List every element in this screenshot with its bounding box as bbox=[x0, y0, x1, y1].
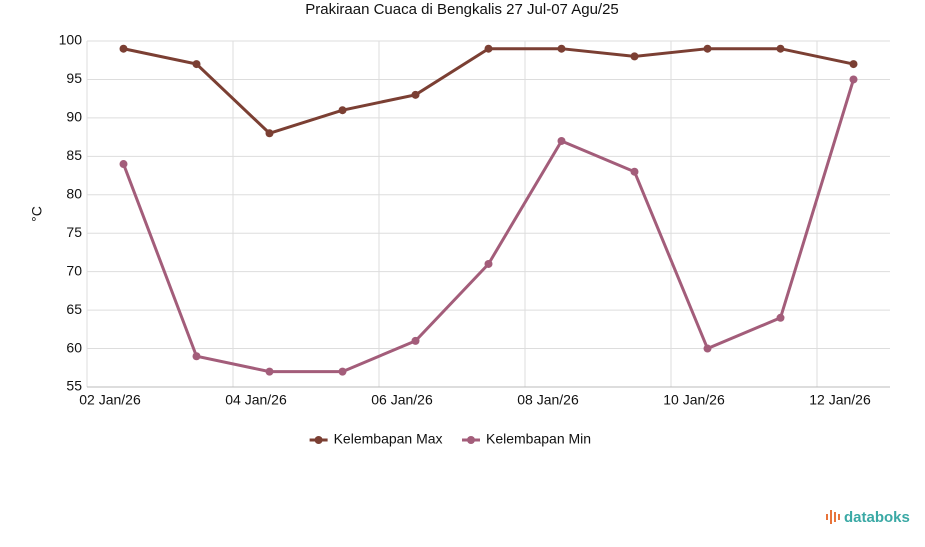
chart-title: Prakiraan Cuaca di Bengkalis 27 Jul-07 A… bbox=[305, 1, 619, 18]
x-tick-label: 08 Jan/26 bbox=[517, 392, 579, 408]
y-axis-label: °C bbox=[29, 206, 45, 222]
data-point bbox=[703, 344, 712, 353]
data-point bbox=[630, 167, 639, 176]
x-tick-label: 02 Jan/26 bbox=[79, 392, 141, 408]
y-tick-label: 55 bbox=[66, 378, 82, 394]
data-point bbox=[776, 44, 785, 53]
data-point bbox=[119, 160, 128, 169]
data-point bbox=[776, 313, 785, 322]
y-tick-label: 100 bbox=[59, 32, 83, 48]
data-point bbox=[703, 44, 712, 53]
legend-label: Kelembapan Max bbox=[334, 431, 443, 447]
data-point bbox=[411, 336, 420, 345]
x-tick-label: 10 Jan/26 bbox=[663, 392, 725, 408]
data-point bbox=[411, 90, 420, 99]
y-tick-label: 95 bbox=[66, 70, 82, 86]
data-point bbox=[849, 60, 858, 69]
brand-logo bbox=[826, 510, 840, 524]
data-point bbox=[338, 367, 347, 376]
legend-marker bbox=[314, 436, 323, 444]
y-tick-label: 90 bbox=[66, 109, 82, 125]
legend-label: Kelembapan Min bbox=[486, 431, 591, 447]
data-point bbox=[557, 136, 566, 145]
data-point bbox=[265, 129, 274, 138]
data-point bbox=[484, 259, 493, 268]
y-tick-label: 65 bbox=[66, 301, 82, 317]
x-tick-label: 06 Jan/26 bbox=[371, 392, 433, 408]
data-point bbox=[630, 52, 639, 61]
data-point bbox=[557, 44, 566, 53]
y-tick-label: 85 bbox=[66, 147, 82, 163]
data-point bbox=[338, 106, 347, 115]
y-tick-label: 60 bbox=[66, 339, 82, 355]
x-tick-label: 04 Jan/26 bbox=[225, 392, 287, 408]
y-tick-label: 70 bbox=[66, 262, 82, 278]
y-tick-label: 80 bbox=[66, 185, 82, 201]
x-tick-label: 12 Jan/26 bbox=[809, 392, 871, 408]
data-point bbox=[849, 75, 858, 84]
data-point bbox=[265, 367, 274, 376]
data-point bbox=[192, 60, 201, 69]
brand: databoks bbox=[844, 509, 910, 526]
data-point bbox=[484, 44, 493, 53]
data-point bbox=[119, 44, 128, 53]
data-point bbox=[192, 352, 201, 361]
y-tick-label: 75 bbox=[66, 224, 82, 240]
legend-marker bbox=[467, 436, 475, 444]
